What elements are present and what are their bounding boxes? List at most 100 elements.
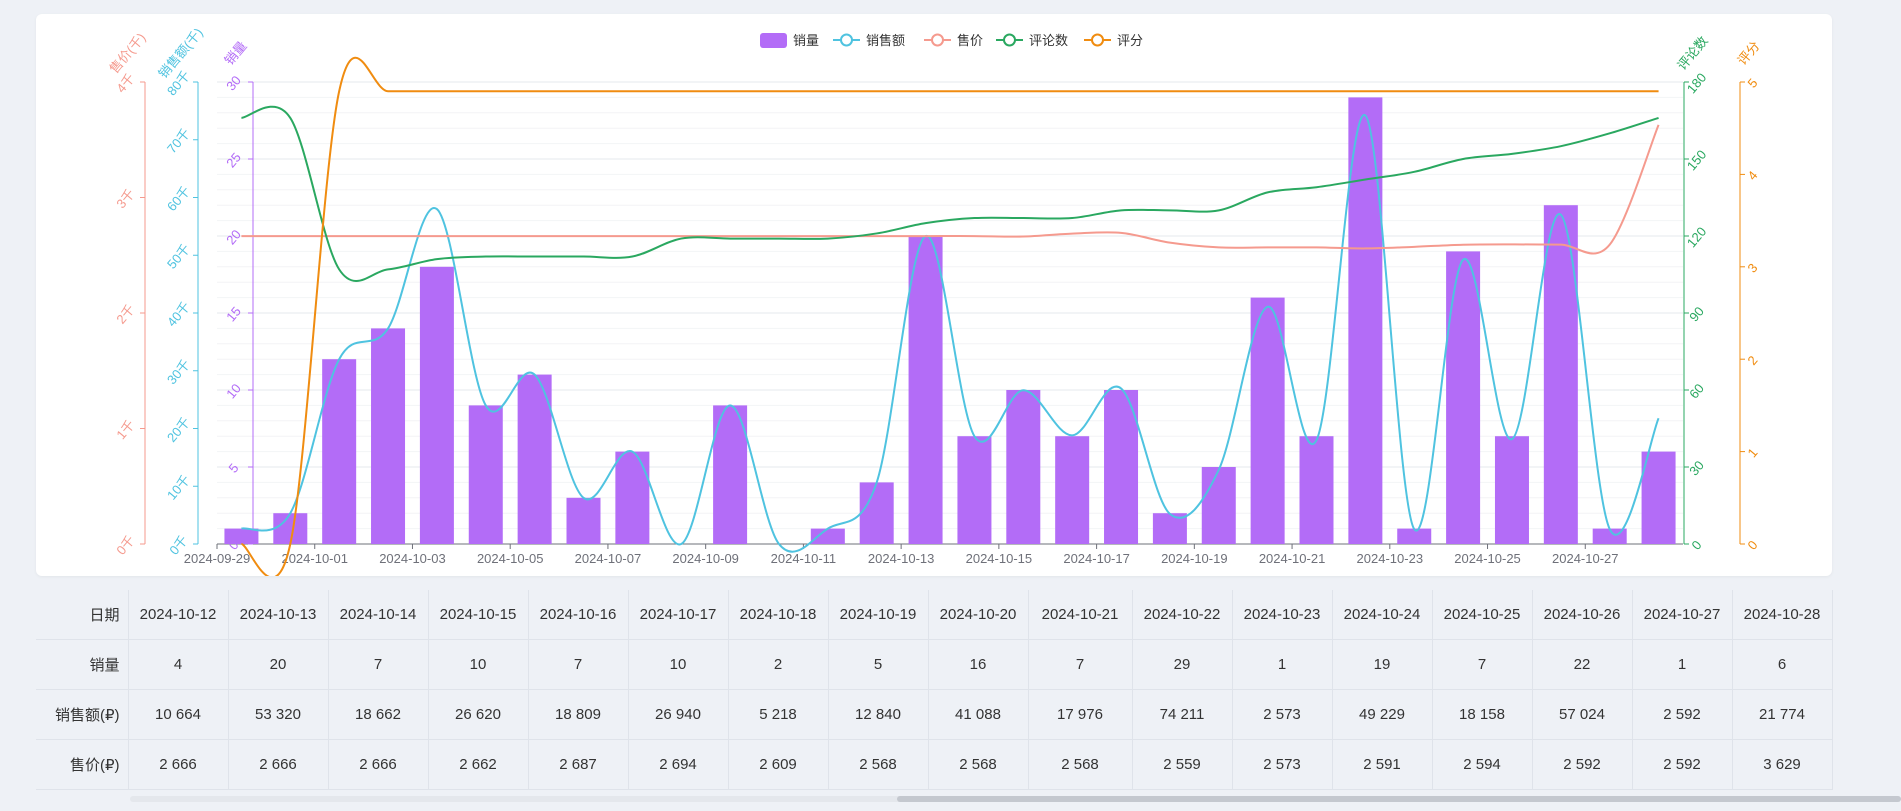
y-tick-label: 15 — [223, 304, 244, 325]
table-cell: 2 568 — [928, 739, 1029, 790]
table-cell: 21 774 — [1732, 689, 1833, 740]
x-tick-label: 2024-10-05 — [477, 551, 544, 566]
bar — [615, 451, 650, 544]
table-cell: 2024-10-21 — [1028, 590, 1133, 640]
table-cell: 19 — [1332, 639, 1433, 690]
legend-label: 评论数 — [1029, 33, 1068, 48]
table-cell: 2024-10-16 — [528, 590, 629, 640]
x-tick-label: 2024-10-11 — [771, 551, 837, 566]
bar — [273, 513, 308, 544]
legend-item[interactable]: 销售额 — [833, 33, 905, 48]
table-cell: 2024-10-15 — [428, 590, 529, 640]
legend-item[interactable]: 评分 — [1084, 33, 1143, 48]
table-cell: 18 809 — [528, 689, 629, 740]
table-cell: 5 — [828, 639, 929, 690]
legend-item[interactable]: 评论数 — [996, 33, 1068, 48]
table-cell: 2024-10-25 — [1432, 590, 1533, 640]
line-series-reviews — [241, 105, 1659, 282]
x-axis-ticks: 2024-09-29 2024-10-01 2024-10-03 2024-10-05… — [184, 544, 1619, 566]
table-cell: 6 — [1732, 639, 1833, 690]
x-tick-label: 2024-10-19 — [1161, 551, 1228, 566]
bar — [1641, 451, 1676, 544]
legend-label: 销售额 — [866, 33, 905, 48]
x-tick-label: 2024-10-09 — [672, 551, 739, 566]
bar — [1055, 436, 1090, 544]
legend-swatch-marker — [840, 33, 853, 47]
y-tick-label: 30千 — [164, 357, 193, 388]
y-tick-label: 150 — [1684, 147, 1709, 173]
table-cell: 2024-10-14 — [328, 590, 429, 640]
table-row-volume: 销量 4 20 7 10 7 10 2 5 16 7 29 1 19 7 22 1 6 — [36, 639, 1833, 690]
legend-item[interactable]: 销量 — [760, 33, 819, 48]
table-cell: 74 211 — [1132, 689, 1233, 740]
y-tick-label: 70千 — [164, 126, 193, 157]
bar — [859, 482, 894, 544]
y-tick-label: 0 — [1744, 538, 1760, 553]
bar — [224, 528, 259, 544]
table-cell: 2 609 — [728, 739, 829, 790]
bar — [713, 405, 748, 544]
table-cell: 2024-10-27 — [1632, 590, 1733, 640]
x-tick-label: 2024-10-25 — [1454, 551, 1521, 566]
table-cell: 12 840 — [828, 689, 929, 740]
table-cell: 10 — [628, 639, 729, 690]
table-cell: 2024-10-13 — [228, 590, 329, 640]
bar — [957, 436, 992, 544]
table-cell: 26 940 — [628, 689, 729, 740]
bar — [1201, 467, 1236, 544]
row-header: 销售额(₽) — [36, 689, 129, 740]
y-tick-label: 20千 — [164, 414, 193, 445]
table-row-revenue: 销售额(₽) 10 664 53 320 18 662 26 620 18 809 26 9… — [36, 689, 1833, 740]
legend-swatch — [760, 33, 787, 48]
table-cell: 2 591 — [1332, 739, 1433, 790]
table-cell: 2 662 — [428, 739, 529, 790]
table-cell: 2024-10-24 — [1332, 590, 1433, 640]
bar — [566, 497, 601, 544]
legend-swatch-marker — [931, 33, 944, 47]
grid-lines — [217, 81, 1683, 545]
y-tick-label: 30 — [223, 73, 244, 94]
table-cell: 2024-10-19 — [828, 590, 929, 640]
y-tick-label: 40千 — [164, 299, 193, 330]
table-cell: 2 568 — [1028, 739, 1133, 790]
table-cell: 2 592 — [1632, 739, 1733, 790]
y-tick-label: 10千 — [164, 472, 193, 503]
y-tick-label: 2 — [1744, 353, 1760, 368]
bar — [1250, 297, 1285, 544]
table-cell: 2 592 — [1632, 689, 1733, 740]
scrollbar-thumb[interactable] — [897, 796, 1901, 802]
legend-label: 销量 — [793, 33, 819, 48]
table-cell: 2 — [728, 639, 829, 690]
table-cell: 2024-10-20 — [928, 590, 1029, 640]
y-tick-label: 1 — [1744, 445, 1760, 460]
table-cell: 18 158 — [1432, 689, 1533, 740]
y-tick-label: 20 — [223, 227, 244, 248]
data-table: 日期 2024-10-12 2024-10-13 2024-10-14 2024-10-… — [36, 590, 1833, 790]
table-cell: 20 — [228, 639, 329, 690]
legend-label: 售价 — [957, 33, 983, 48]
legend-item[interactable]: 售价 — [924, 33, 983, 48]
bar — [1592, 528, 1627, 544]
table-cell: 16 — [928, 639, 1029, 690]
y-tick-label: 30 — [1686, 458, 1707, 479]
horizontal-scrollbar[interactable] — [130, 796, 1901, 802]
line-series-price — [241, 124, 1660, 255]
bar — [1299, 436, 1334, 544]
table-cell: 3 629 — [1732, 739, 1833, 790]
table-cell: 2 573 — [1232, 739, 1333, 790]
legend: 销量 销售额 售价 评论数 评分 — [760, 33, 1143, 48]
row-header: 售价(₽) — [36, 739, 129, 790]
bar — [810, 528, 845, 544]
bar — [517, 374, 552, 544]
table-cell: 17 976 — [1028, 689, 1133, 740]
table-cell: 18 662 — [328, 689, 429, 740]
table-cell: 1 — [1632, 639, 1733, 690]
table-cell: 5 218 — [728, 689, 829, 740]
data-table-container[interactable]: 日期 2024-10-12 2024-10-13 2024-10-14 2024-10-… — [36, 590, 1901, 802]
y-tick-label: 90 — [1686, 304, 1707, 325]
table-row-price: 售价(₽) 2 666 2 666 2 666 2 662 2 687 2 694 2 609… — [36, 739, 1833, 790]
y-axis-title: 评论数 — [1674, 33, 1711, 73]
bar — [468, 405, 503, 544]
y-axis-title: 售价(千) — [106, 30, 148, 76]
table-cell: 2024-10-26 — [1532, 590, 1633, 640]
